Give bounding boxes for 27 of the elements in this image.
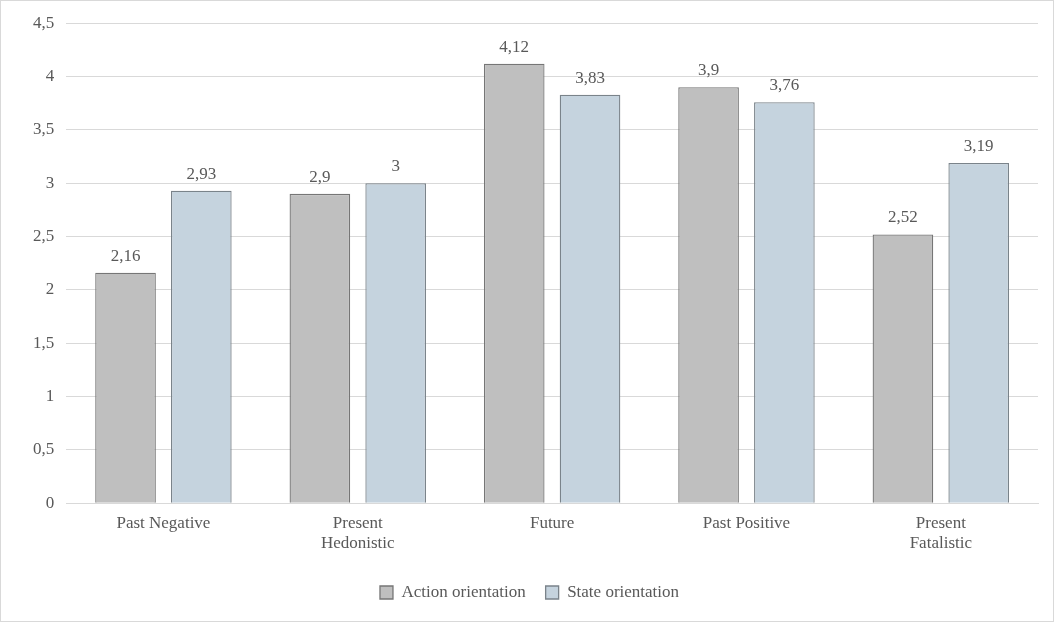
y-tick-label: 0 [45, 492, 55, 512]
data-label: 2,16 [110, 245, 141, 265]
data-label: 2,52 [888, 207, 918, 227]
y-tick-label: 2 [45, 279, 55, 299]
y-tick-label: 3 [45, 172, 55, 192]
y-tick-label: 0,5 [33, 439, 55, 459]
x-tick-label: Present Fatalistic [909, 512, 973, 553]
x-tick-label: Past Positive [702, 512, 791, 532]
x-tick-label: Present Hedonistic [320, 512, 396, 553]
y-tick-label: 1,5 [33, 332, 55, 352]
x-tick-label: Future [529, 512, 575, 532]
data-label: 3,76 [769, 75, 800, 95]
data-label: 3,83 [575, 67, 605, 87]
data-label: 4,12 [499, 36, 530, 56]
data-label: 3,9 [697, 60, 720, 80]
y-tick-label: 4,5 [33, 12, 55, 32]
y-tick-label: 4 [45, 66, 55, 85]
legend-label: Action orientation [401, 581, 527, 601]
y-tick-label: 3,5 [33, 119, 55, 139]
y-tick-label: 1 [45, 386, 55, 405]
data-label: 2,9 [309, 166, 331, 186]
data-label: 2,93 [186, 163, 217, 183]
legend-label: State orientation [567, 581, 680, 601]
data-label: 3 [391, 156, 400, 176]
y-tick-label: 2,5 [33, 226, 55, 245]
data-label: 3,19 [963, 135, 994, 155]
x-tick-label: Past Negative [116, 512, 211, 532]
